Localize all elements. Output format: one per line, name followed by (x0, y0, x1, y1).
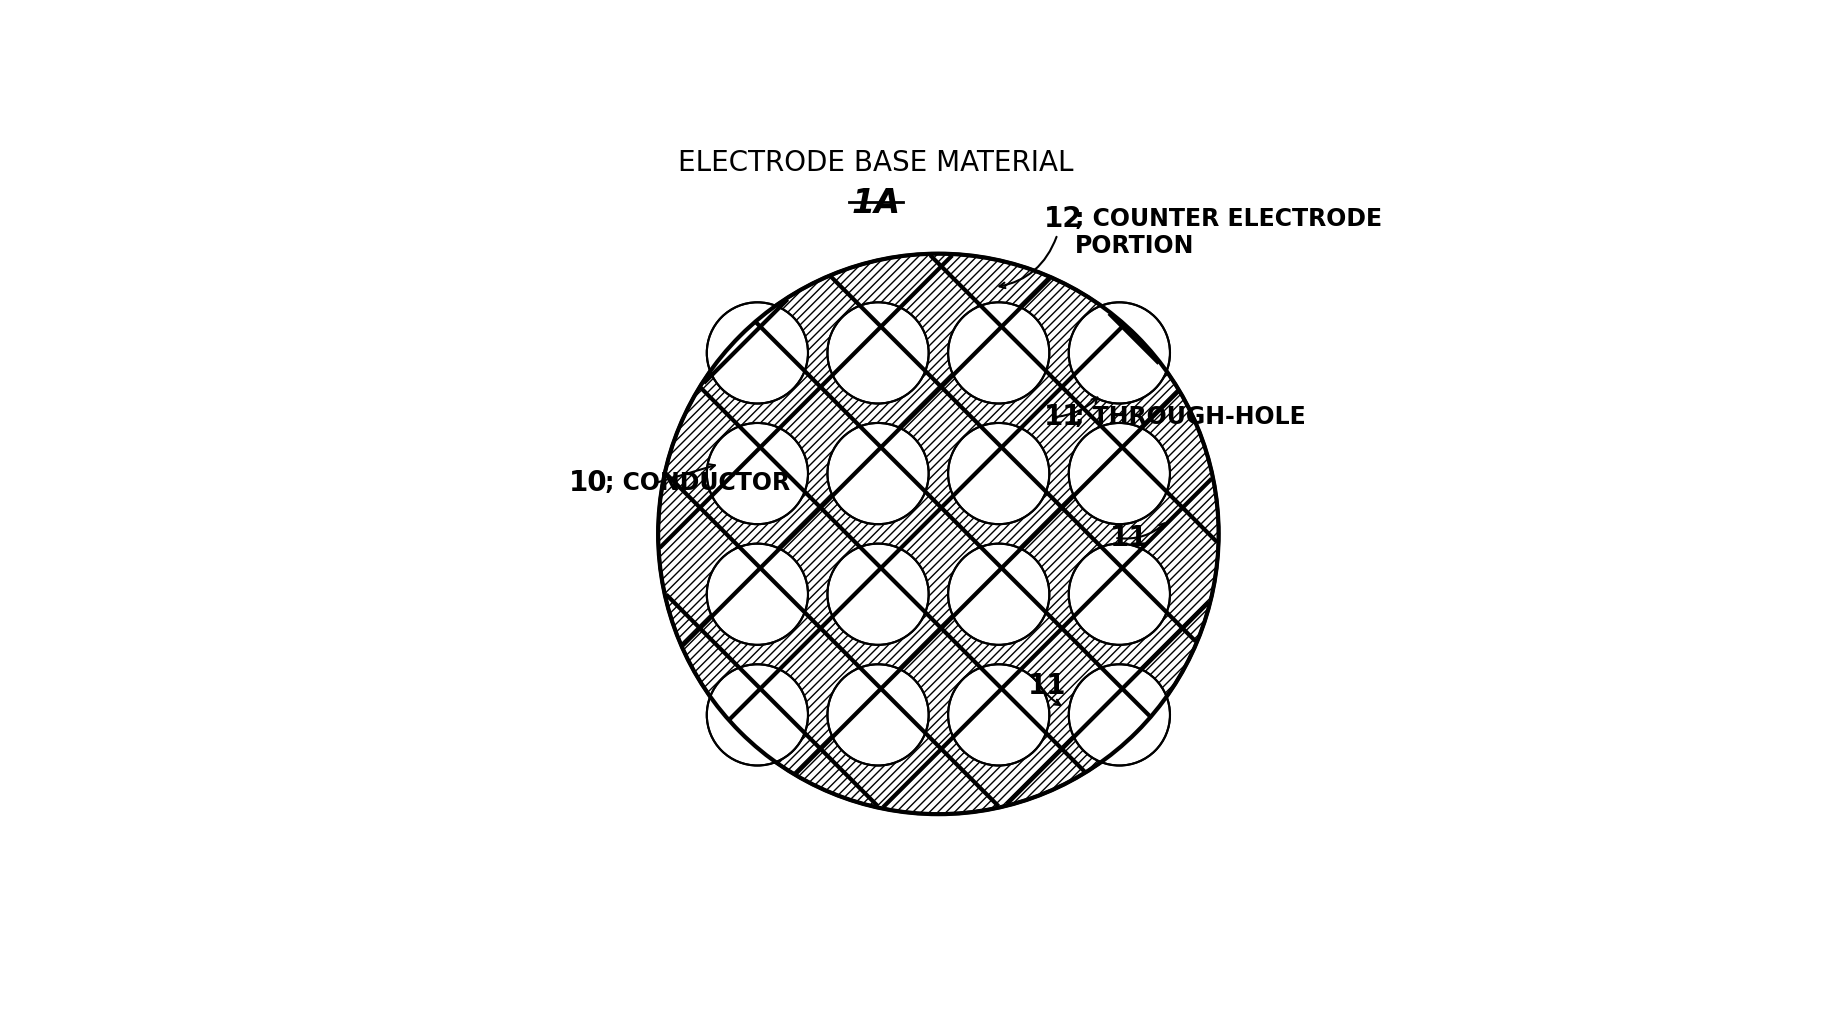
Circle shape (827, 423, 928, 524)
Circle shape (706, 423, 807, 524)
Text: ; CONDUCTOR: ; CONDUCTOR (606, 471, 791, 495)
Text: ; THROUGH-HOLE: ; THROUGH-HOLE (1074, 405, 1305, 429)
Text: 11: 11 (1109, 524, 1147, 552)
Circle shape (827, 664, 928, 765)
Circle shape (827, 302, 928, 403)
Text: ELECTRODE BASE MATERIAL: ELECTRODE BASE MATERIAL (677, 149, 1072, 177)
Circle shape (948, 544, 1049, 645)
Text: ; COUNTER ELECTRODE: ; COUNTER ELECTRODE (1074, 206, 1382, 231)
Text: 11: 11 (1027, 671, 1065, 700)
Circle shape (706, 302, 807, 403)
Circle shape (657, 254, 1219, 814)
Text: 1A: 1A (851, 187, 900, 220)
Text: 10: 10 (569, 469, 608, 497)
Circle shape (827, 544, 928, 645)
Circle shape (706, 544, 807, 645)
Circle shape (1069, 302, 1169, 403)
Circle shape (1069, 423, 1169, 524)
Text: 12: 12 (1043, 204, 1082, 233)
Circle shape (948, 302, 1049, 403)
Text: 11: 11 (1043, 403, 1082, 431)
Circle shape (706, 664, 807, 765)
Circle shape (1069, 544, 1169, 645)
Circle shape (1069, 664, 1169, 765)
Circle shape (948, 423, 1049, 524)
Circle shape (948, 664, 1049, 765)
Text: PORTION: PORTION (1074, 234, 1193, 258)
